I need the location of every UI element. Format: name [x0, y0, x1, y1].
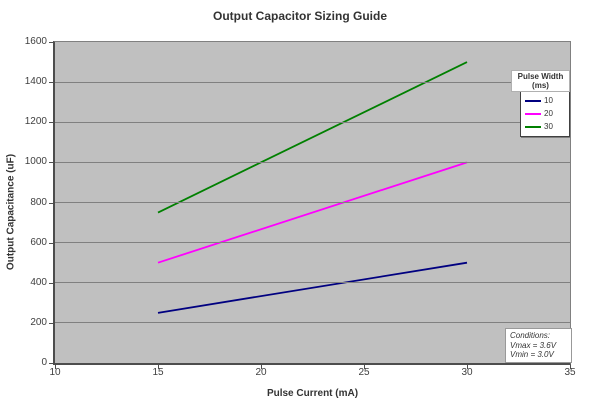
y-tick-mark [49, 202, 53, 204]
legend-line-swatch [525, 112, 541, 115]
x-tick-label: 10 [49, 367, 61, 378]
legend-entry-label: 20 [544, 109, 553, 118]
gridline-y-200 [55, 322, 570, 324]
series-line-10 [157, 261, 468, 314]
x-tick-mark [570, 365, 571, 369]
gridline-y-600 [55, 242, 570, 244]
gridline-y-800 [55, 202, 570, 203]
legend-title-line1: Pulse Width [517, 72, 564, 81]
y-tick-mark [49, 242, 53, 244]
legend-line-swatch [525, 99, 541, 102]
y-axis-title: Output Capacitance (uF) [5, 153, 17, 271]
legend-title: Pulse Width (ms) [511, 70, 570, 92]
legend-entry-10: 10 [525, 94, 569, 107]
plot-area [53, 41, 571, 365]
x-tick-mark [55, 365, 56, 369]
x-tick-mark [158, 365, 159, 369]
y-tick-mark [49, 162, 53, 164]
x-tick-label: 15 [152, 367, 164, 378]
y-tick-label: 1400 [24, 76, 47, 88]
x-tick-label: 25 [358, 367, 370, 378]
legend-title-line2: (ms) [532, 81, 549, 90]
x-axis-title: Pulse Current (mA) [266, 388, 359, 399]
legend: 10 20 30 [520, 90, 570, 137]
legend-entry-30: 30 [525, 120, 569, 133]
y-tick-label: 0 [41, 357, 47, 368]
y-tick-label: 1200 [24, 116, 47, 128]
series-lines-layer [157, 61, 468, 314]
x-tick-label: 20 [255, 367, 267, 378]
chart-title: Output Capacitor Sizing Guide [213, 9, 387, 23]
gridline-y-400 [55, 282, 570, 284]
y-tick-mark [49, 363, 53, 364]
y-tick-label: 400 [30, 276, 47, 288]
x-tick-label: 35 [564, 367, 576, 378]
conditions-line-1: Vmax = 3.6V [510, 340, 557, 350]
legend-entry-label: 30 [544, 122, 553, 131]
legend-line-swatch [525, 125, 541, 128]
y-tick-mark [49, 122, 53, 124]
y-tick-label: 1000 [24, 156, 47, 168]
series-line-20 [157, 161, 468, 264]
y-tick-label: 800 [30, 196, 47, 208]
x-tick-label: 30 [461, 367, 473, 378]
gridline-y-1400 [55, 81, 570, 83]
x-tick-mark [467, 365, 468, 369]
x-tick-mark [364, 365, 365, 369]
y-tick-mark [49, 282, 53, 284]
y-tick-label: 600 [30, 236, 47, 248]
conditions-line-0: Conditions: [510, 331, 551, 340]
gridline-y-1000 [55, 161, 570, 163]
y-tick-mark [49, 42, 53, 43]
legend-entry-20: 20 [525, 107, 569, 120]
conditions-box: Conditions: Vmax = 3.6V Vmin = 3.0V [505, 328, 572, 363]
y-tick-label: 200 [30, 316, 47, 328]
x-tick-mark [261, 365, 262, 369]
legend-entry-label: 10 [544, 96, 553, 105]
series-line-30 [157, 61, 468, 214]
conditions-line-2: Vmin = 3.0V [510, 350, 554, 359]
y-tick-mark [49, 82, 53, 84]
y-tick-label: 1600 [24, 36, 47, 47]
y-tick-mark [49, 322, 53, 324]
gridline-y-1200 [55, 121, 570, 123]
